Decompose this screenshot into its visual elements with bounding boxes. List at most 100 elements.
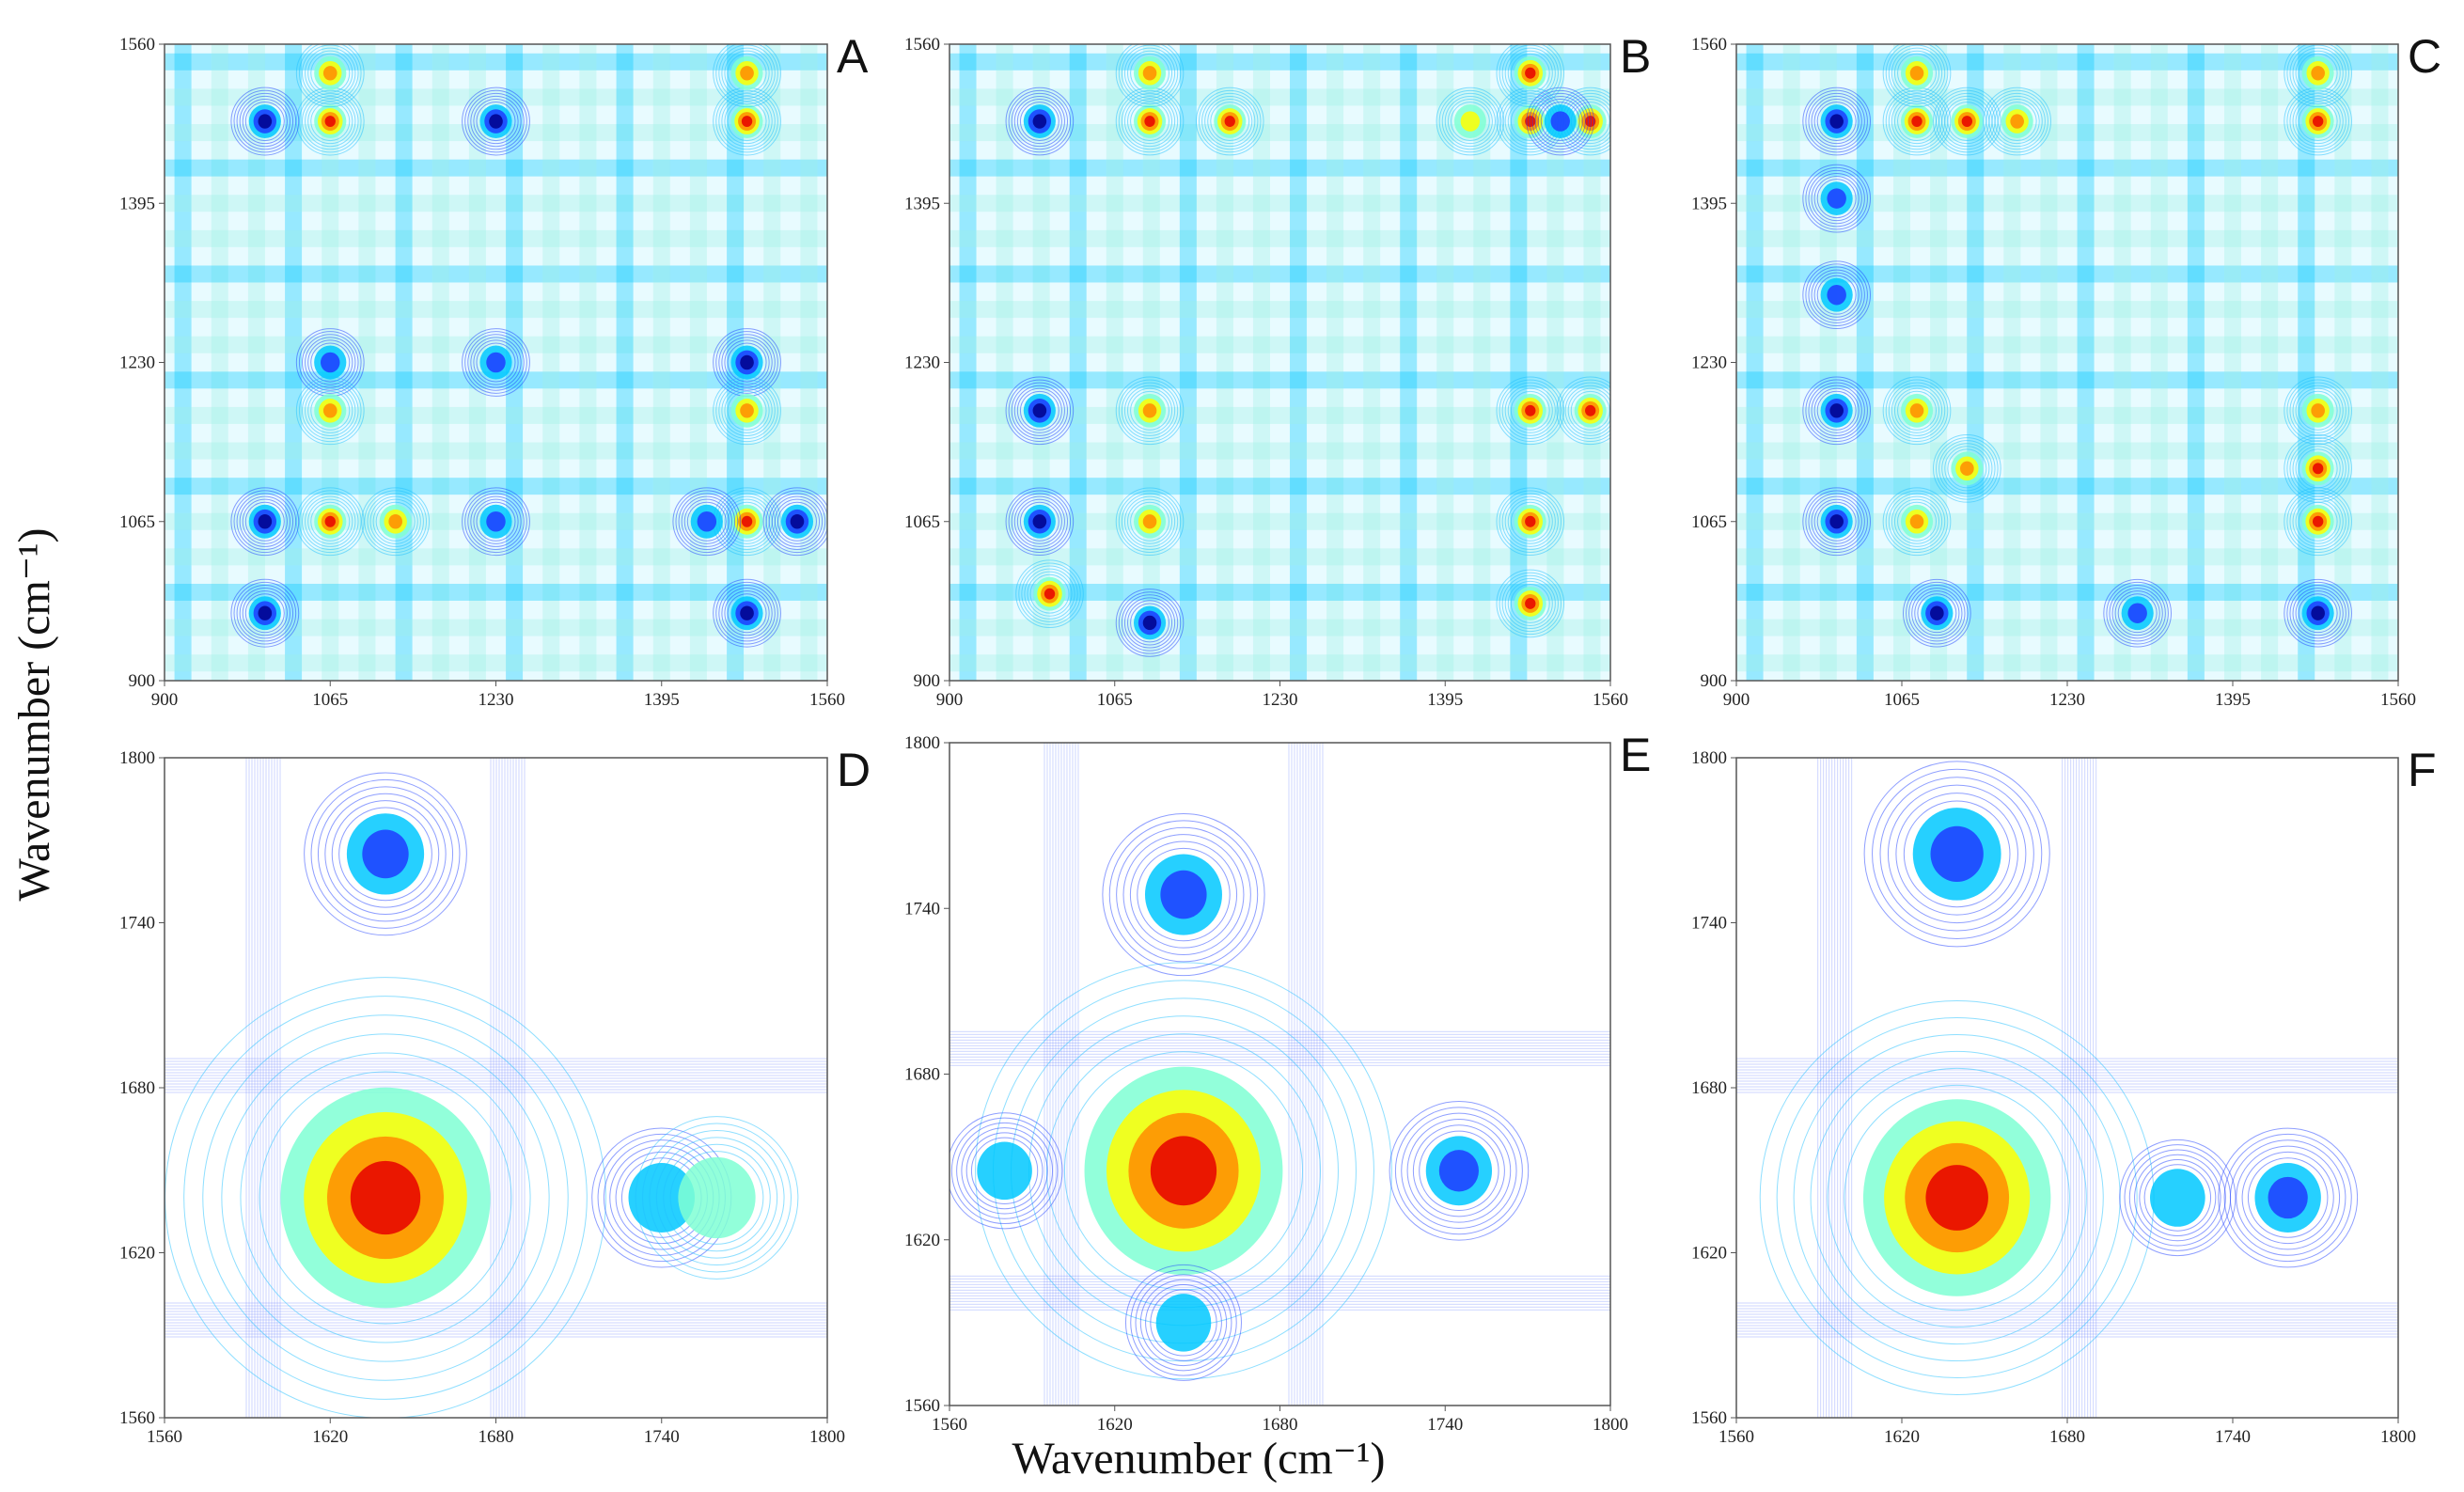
contour-strip-v-F-3 (1826, 758, 2072, 1418)
contour-level-B-8-2 (1032, 514, 1047, 529)
contour-ring-A-10-3 (467, 334, 525, 391)
band-h-C-6 (1736, 265, 2398, 283)
contour-ring-C-19-3 (1808, 169, 1865, 228)
contour-ring-A-2-5 (361, 487, 431, 557)
contour-ring-A-7-2 (239, 95, 290, 148)
contour-ring-E-1-1 (1129, 840, 1238, 949)
hotspot-E-3 (1124, 1264, 1242, 1381)
x-tick-label-C-2: 1230 (2049, 690, 2085, 710)
contour-ring-A-2-4 (364, 490, 427, 554)
x-tick-label-B-4: 1560 (1593, 690, 1628, 710)
hotspot-B-15 (1496, 569, 1565, 638)
contour-ring-F-0-1 (1827, 1067, 2087, 1328)
contour-ring-A-18-2 (721, 588, 773, 639)
band-v-C-12 (2187, 44, 2205, 681)
contour-strip-h-D-10 (165, 1086, 827, 1332)
contour-ring-B-16-5 (1015, 559, 1084, 628)
contour-ring-C-2-5 (1932, 86, 2001, 156)
band-v-C-10 (2113, 44, 2131, 681)
contour-level-C-15-2 (1930, 605, 1944, 620)
band-v-C-17 (2371, 44, 2389, 681)
contour-ring-A-14-3 (718, 44, 776, 102)
contour-strip-h-E-10 (950, 1059, 1610, 1305)
y-tick-label-C-3: 1395 (1691, 194, 1727, 213)
y-tick-label-F-3: 1740 (1691, 914, 1727, 934)
contour-ring-A-2-2 (369, 495, 421, 547)
contour-ring-B-14-4 (1118, 44, 1182, 104)
band-v-B-3 (1069, 44, 1087, 681)
contour-ring-E-1-0 (1137, 847, 1231, 942)
contour-ring-A-0-1 (307, 498, 353, 544)
contour-ring-D-0-0 (259, 1071, 512, 1325)
contour-ring-B-4-2 (1013, 95, 1065, 148)
contour-ring-E-2-1 (1412, 1124, 1505, 1217)
contour-ring-C-6-5 (1882, 44, 1952, 108)
y-tick-label-D-3: 1740 (119, 914, 155, 934)
contour-strip-v-D-8 (268, 758, 514, 1418)
contour-ring-A-9-0 (476, 102, 516, 142)
contour-ring-C-15-4 (1906, 581, 1969, 645)
contour-level-B-12-2 (1032, 403, 1047, 418)
band-h-B-4 (950, 195, 1610, 212)
hotspot-B-10 (1556, 376, 1610, 446)
contour-ring-C-17-2 (2111, 588, 2163, 639)
hotspot-B-8 (1005, 487, 1075, 557)
band-h-C-16 (1736, 619, 2398, 636)
contour-ring-B-3-1 (1207, 99, 1253, 145)
hotspot-A-16 (713, 376, 781, 446)
contour-strip-h-D-12 (165, 1092, 827, 1338)
contour-ring-B-4-5 (1005, 86, 1075, 156)
band-h-A-11 (165, 442, 827, 460)
contour-level-E-3-0 (1155, 1294, 1212, 1352)
contour-ring-C-14-3 (1808, 382, 1865, 439)
contour-ring-C-8-5 (2284, 433, 2353, 503)
contour-level-A-0-3 (324, 515, 336, 527)
contour-level-C-14-2 (1829, 403, 1844, 418)
contour-ring-B-15-3 (1501, 574, 1559, 633)
contour-ring-D-0-2 (221, 1033, 550, 1362)
contour-ring-A-1-1 (242, 498, 288, 544)
band-h-B-11 (950, 442, 1610, 460)
contour-ring-F-0-4 (1776, 1017, 2138, 1378)
band-v-C-11 (2150, 44, 2168, 681)
contour-ring-B-14-0 (1130, 53, 1169, 93)
x-tick-label-E-3: 1740 (1427, 1415, 1463, 1435)
contour-ring-C-14-1 (1813, 387, 1860, 433)
contour-ring-A-11-1 (724, 339, 770, 385)
contour-level-B-3-3 (1224, 116, 1235, 128)
panel-label-E: E (1620, 729, 1651, 781)
band-v-A-0 (174, 44, 192, 681)
contour-ring-C-13-2 (1811, 495, 1862, 547)
contour-ring-C-0-0 (2298, 102, 2338, 142)
hotspot-C-10 (1882, 487, 1952, 557)
x-tick-label-E-2: 1680 (1263, 1415, 1298, 1435)
hotspot-B-12 (1005, 376, 1075, 446)
hotspot-C-5 (2284, 44, 2352, 108)
contour-ring-F-3-5 (2119, 1139, 2236, 1257)
contour-level-F-2-1 (2268, 1176, 2308, 1219)
contour-ring-B-6-3 (1501, 493, 1559, 550)
hotspot-A-6 (295, 86, 365, 156)
band-h-B-9 (950, 371, 1610, 389)
hotspot-A-12 (295, 328, 365, 397)
contour-strip-h-E-1 (950, 1033, 1610, 1280)
contour-ring-B-6-1 (1507, 498, 1553, 544)
contour-ring-A-11-4 (715, 331, 778, 394)
contour-ring-A-14-1 (724, 50, 770, 96)
contour-level-B-13-3 (1525, 67, 1536, 79)
y-tick-label-B-3: 1395 (904, 194, 940, 213)
contour-ring-B-11-5 (1115, 376, 1185, 446)
contour-level-C-13-2 (1829, 514, 1844, 529)
contour-ring-C-14-5 (1802, 376, 1872, 446)
contour-ring-B-8-5 (1005, 487, 1075, 557)
contour-ring-B-18-5 (1436, 86, 1505, 156)
band-v-C-1 (1782, 44, 1800, 681)
contour-level-A-9-2 (489, 114, 503, 129)
contour-ring-E-1-3 (1116, 826, 1251, 963)
hotspot-C-0 (2284, 86, 2353, 156)
contour-ring-B-11-0 (1130, 390, 1169, 431)
contour-ring-C-19-5 (1802, 164, 1872, 233)
contour-ring-A-18-5 (713, 578, 781, 648)
contour-ring-A-0-3 (302, 493, 359, 550)
